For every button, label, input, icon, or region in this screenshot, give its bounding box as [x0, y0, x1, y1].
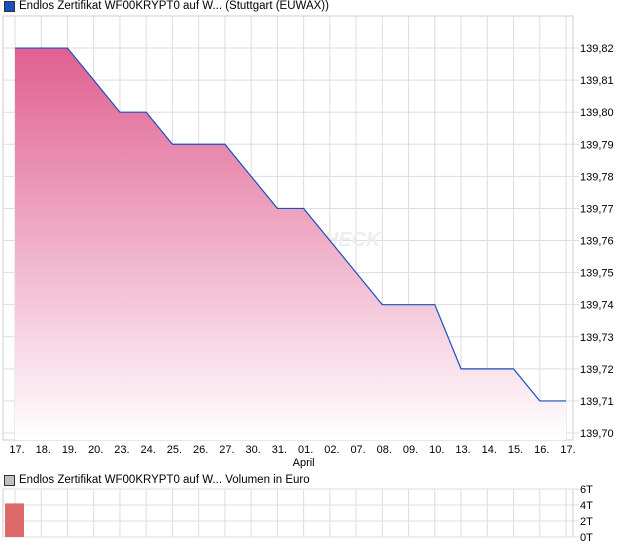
x-tick-label: 10.: [429, 444, 444, 456]
price-chart-title: Endlos Zertifikat WF00KRYPT0 auf W... (S…: [19, 0, 329, 12]
volume-y-tick-label: 0T: [580, 532, 593, 544]
price-line: [15, 47, 566, 402]
y-tick-label: 139,77: [580, 203, 614, 215]
x-tick-label: 26.: [193, 444, 208, 456]
y-tick-label: 139,81: [580, 75, 614, 87]
y-tick-label: 139,72: [580, 364, 614, 376]
x-tick-label: 30.: [245, 444, 260, 456]
y-tick-label: 139,70: [580, 428, 614, 440]
x-tick-label: 19.: [62, 444, 77, 456]
x-tick-label: 02.: [324, 444, 339, 456]
y-tick-label: 139,75: [580, 268, 614, 280]
volume-chart-title: Endlos Zertifikat WF00KRYPT0 auf W... Vo…: [19, 474, 310, 486]
x-tick-label: 17.: [560, 444, 575, 456]
x-tick-label: 16.: [534, 444, 549, 456]
y-tick-label: 139,80: [580, 107, 614, 119]
price-legend: Endlos Zertifikat WF00KRYPT0 auf W... (S…: [4, 0, 329, 12]
x-tick-label: 18.: [36, 444, 51, 456]
volume-legend: Endlos Zertifikat WF00KRYPT0 auf W... Vo…: [4, 474, 310, 486]
x-sublabel: April: [293, 457, 315, 469]
y-tick-label: 139,82: [580, 43, 614, 55]
x-tick-label: 24.: [141, 444, 156, 456]
y-tick-label: 139,71: [580, 396, 614, 408]
x-tick-label: 25.: [167, 444, 182, 456]
legend-swatch: [4, 0, 15, 12]
volume-plot-area: [2, 488, 574, 538]
volume-y-tick-label: 6T: [580, 484, 593, 496]
x-tick-label: 27.: [219, 444, 234, 456]
legend-swatch: [4, 474, 15, 486]
x-tick-label: 14.: [482, 444, 497, 456]
y-tick-label: 139,73: [580, 332, 614, 344]
x-tick-label: 09.: [403, 444, 418, 456]
x-tick-label: 13.: [455, 444, 470, 456]
volume-y-tick-label: 4T: [580, 500, 593, 512]
x-tick-label: 15.: [508, 444, 523, 456]
volume-bar: [5, 503, 24, 537]
price-area: [15, 48, 566, 440]
x-tick-label: 08.: [377, 444, 392, 456]
y-tick-label: 139,78: [580, 171, 614, 183]
x-tick-label: 01.: [298, 444, 313, 456]
x-tick-label: 31.: [272, 444, 287, 456]
x-tick-label: 07.: [350, 444, 365, 456]
y-tick-label: 139,79: [580, 139, 614, 151]
x-tick-label: 17.: [9, 444, 24, 456]
volume-y-tick-label: 2T: [580, 516, 593, 528]
y-tick-label: 139,74: [580, 300, 614, 312]
y-tick-label: 139,76: [580, 236, 614, 248]
x-tick-label: 23.: [114, 444, 129, 456]
x-tick-label: 20.: [88, 444, 103, 456]
